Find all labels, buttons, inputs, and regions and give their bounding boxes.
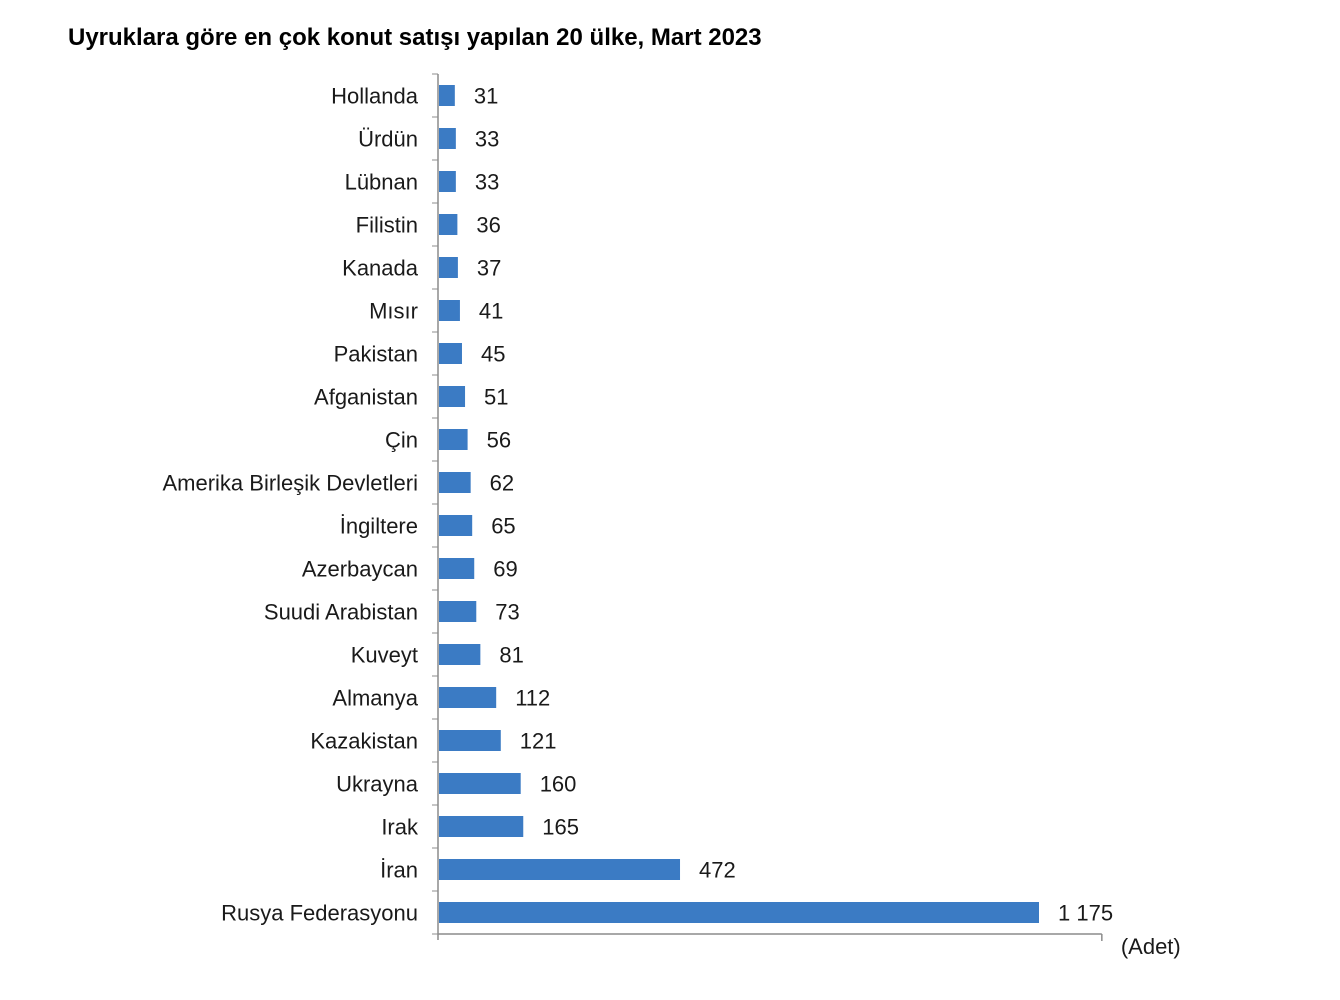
category-label-10: İngiltere [340, 514, 418, 539]
category-label-14: Almanya [332, 686, 418, 711]
bar-18 [439, 859, 681, 880]
category-label-15: Kazakistan [310, 729, 418, 754]
value-label-19: 1 175 [1058, 901, 1113, 926]
value-label-10: 65 [491, 514, 515, 539]
category-label-1: Ürdün [358, 127, 418, 152]
value-label-9: 62 [490, 471, 514, 496]
bar-15 [439, 730, 501, 751]
category-label-19: Rusya Federasyonu [221, 901, 418, 926]
category-label-2: Lübnan [345, 170, 418, 195]
bar-4 [439, 257, 458, 278]
value-label-16: 160 [540, 772, 577, 797]
labels-group: Hollanda 31 Ürdün 33 Lübnan 33 Filistin 36 Kanad… [162, 84, 1113, 926]
bar-10 [439, 515, 473, 536]
bar-14 [439, 687, 497, 708]
category-label-18: İran [380, 858, 418, 883]
value-label-7: 51 [484, 385, 508, 410]
value-label-4: 37 [477, 256, 501, 281]
bar-7 [439, 386, 466, 407]
value-label-12: 73 [495, 600, 519, 625]
category-label-4: Kanada [342, 256, 419, 281]
value-label-14: 112 [515, 686, 550, 711]
category-label-11: Azerbaycan [302, 557, 418, 582]
value-label-1: 33 [475, 127, 499, 152]
value-label-15: 121 [520, 729, 557, 754]
value-label-17: 165 [542, 815, 579, 840]
bar-9 [439, 472, 471, 493]
value-label-8: 56 [487, 428, 511, 453]
bar-2 [439, 171, 456, 192]
bar-6 [439, 343, 462, 364]
value-label-5: 41 [479, 299, 503, 324]
value-label-18: 472 [699, 858, 736, 883]
bar-8 [439, 429, 468, 450]
value-label-3: 36 [476, 213, 500, 238]
value-label-2: 33 [475, 170, 499, 195]
category-label-6: Pakistan [334, 342, 418, 367]
category-label-16: Ukrayna [336, 772, 419, 797]
bar-0 [439, 85, 455, 106]
unit-label: (Adet) [1121, 934, 1181, 959]
value-label-6: 45 [481, 342, 505, 367]
bar-1 [439, 128, 456, 149]
value-label-0: 31 [474, 84, 498, 109]
chart-title: Uyruklara göre en çok konut satışı yapıl… [68, 24, 762, 51]
category-label-12: Suudi Arabistan [264, 600, 418, 625]
category-label-7: Afganistan [314, 385, 418, 410]
category-label-8: Çin [385, 428, 418, 453]
bar-16 [439, 773, 521, 794]
category-label-17: Irak [381, 815, 419, 840]
bar-17 [439, 816, 524, 837]
bar-3 [439, 214, 458, 235]
category-label-9: Amerika Birleşik Devletleri [162, 471, 418, 496]
category-label-5: Mısır [369, 299, 418, 324]
bar-5 [439, 300, 460, 321]
bar-11 [439, 558, 475, 579]
category-label-13: Kuveyt [351, 643, 418, 668]
category-label-3: Filistin [356, 213, 418, 238]
bars-group [439, 85, 1039, 923]
category-label-0: Hollanda [331, 84, 419, 109]
bar-12 [439, 601, 477, 622]
bar-19 [439, 902, 1039, 923]
value-label-13: 81 [499, 643, 523, 668]
value-label-11: 69 [493, 557, 517, 582]
axes-group [432, 73, 1103, 941]
bar-13 [439, 644, 481, 665]
